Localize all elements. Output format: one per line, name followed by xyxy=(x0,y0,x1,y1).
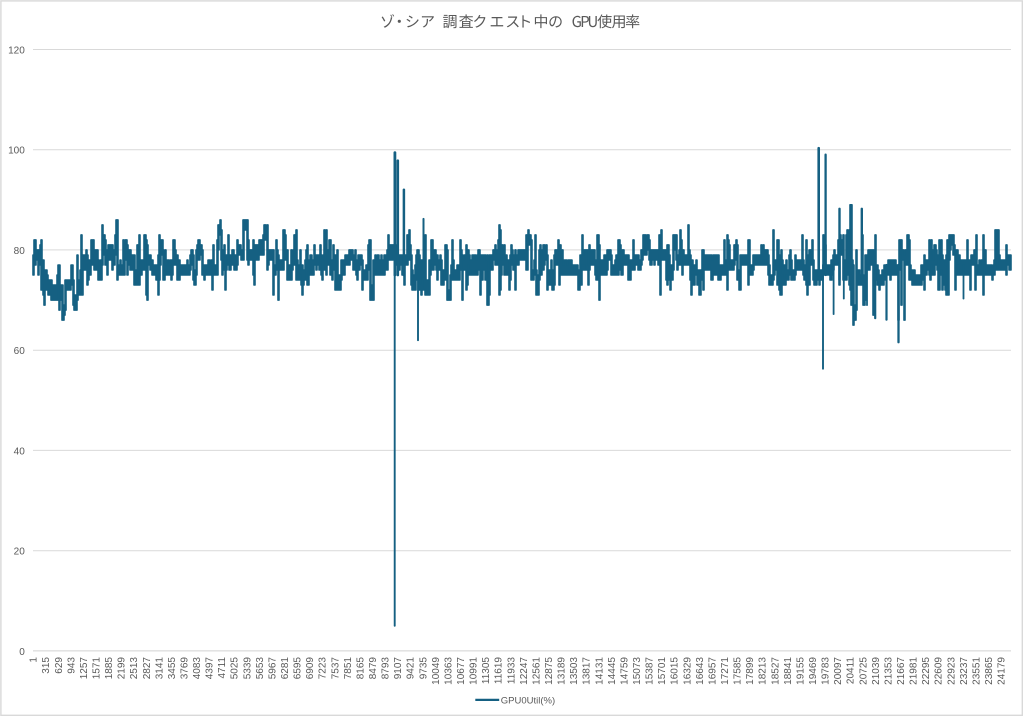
svg-text:9735: 9735 xyxy=(418,657,429,680)
svg-text:20411: 20411 xyxy=(846,657,857,685)
svg-text:1: 1 xyxy=(29,657,40,663)
svg-text:20097: 20097 xyxy=(833,657,844,685)
svg-text:1257: 1257 xyxy=(79,657,90,680)
svg-text:16957: 16957 xyxy=(707,657,718,685)
svg-text:2513: 2513 xyxy=(129,657,140,680)
svg-text:8165: 8165 xyxy=(356,657,367,680)
svg-text:24179: 24179 xyxy=(997,657,1008,685)
svg-text:15387: 15387 xyxy=(645,657,656,685)
svg-text:10049: 10049 xyxy=(431,657,442,685)
svg-text:5967: 5967 xyxy=(268,657,279,680)
svg-text:629: 629 xyxy=(54,657,65,674)
svg-text:7537: 7537 xyxy=(330,657,341,680)
svg-text:9107: 9107 xyxy=(393,657,404,680)
svg-text:12875: 12875 xyxy=(544,657,555,685)
svg-text:5339: 5339 xyxy=(242,657,253,680)
svg-text:1885: 1885 xyxy=(104,657,115,680)
svg-text:2827: 2827 xyxy=(142,657,153,680)
svg-text:23865: 23865 xyxy=(984,657,995,685)
svg-text:5025: 5025 xyxy=(230,657,241,680)
svg-text:17585: 17585 xyxy=(733,657,744,685)
svg-text:4397: 4397 xyxy=(205,657,216,680)
svg-text:3769: 3769 xyxy=(180,657,191,680)
svg-text:12561: 12561 xyxy=(531,657,542,685)
svg-text:80: 80 xyxy=(14,246,26,257)
svg-text:13503: 13503 xyxy=(569,657,580,685)
svg-text:6595: 6595 xyxy=(293,657,304,680)
svg-text:20725: 20725 xyxy=(858,657,869,685)
svg-text:22295: 22295 xyxy=(921,657,932,685)
svg-text:1571: 1571 xyxy=(92,657,103,680)
svg-text:16329: 16329 xyxy=(682,657,693,685)
svg-text:21353: 21353 xyxy=(883,657,894,685)
svg-text:13189: 13189 xyxy=(557,657,568,685)
svg-text:5653: 5653 xyxy=(255,657,266,680)
svg-text:22923: 22923 xyxy=(946,657,957,685)
svg-text:18527: 18527 xyxy=(770,657,781,685)
svg-text:14445: 14445 xyxy=(607,657,618,685)
svg-text:21981: 21981 xyxy=(909,657,920,685)
svg-text:15073: 15073 xyxy=(632,657,643,685)
svg-text:18841: 18841 xyxy=(783,657,794,685)
svg-text:18213: 18213 xyxy=(758,657,769,685)
svg-text:100: 100 xyxy=(8,146,25,157)
svg-text:7223: 7223 xyxy=(318,657,329,680)
svg-text:4083: 4083 xyxy=(192,657,203,680)
svg-text:14759: 14759 xyxy=(619,657,630,685)
svg-text:21667: 21667 xyxy=(896,657,907,685)
svg-text:40: 40 xyxy=(14,446,26,457)
svg-text:3141: 3141 xyxy=(154,657,165,680)
svg-text:10363: 10363 xyxy=(443,657,454,685)
svg-text:4711: 4711 xyxy=(217,657,228,679)
svg-text:11305: 11305 xyxy=(481,657,492,685)
svg-text:GPU0Util(%): GPU0Util(%) xyxy=(501,695,555,706)
svg-text:19155: 19155 xyxy=(795,657,806,685)
svg-text:2199: 2199 xyxy=(117,657,128,680)
svg-text:10991: 10991 xyxy=(469,657,480,685)
svg-text:19783: 19783 xyxy=(821,657,832,685)
svg-text:17899: 17899 xyxy=(745,657,756,685)
svg-text:7851: 7851 xyxy=(343,657,354,680)
svg-text:6909: 6909 xyxy=(305,657,316,680)
svg-text:0: 0 xyxy=(19,647,25,658)
svg-text:16015: 16015 xyxy=(670,657,681,685)
svg-text:6281: 6281 xyxy=(280,657,291,680)
svg-text:20: 20 xyxy=(14,547,26,558)
svg-text:315: 315 xyxy=(41,657,52,674)
svg-text:11619: 11619 xyxy=(494,657,505,685)
svg-text:15701: 15701 xyxy=(657,657,668,685)
svg-text:9421: 9421 xyxy=(406,657,417,680)
svg-text:60: 60 xyxy=(14,346,26,357)
svg-text:8793: 8793 xyxy=(381,657,392,680)
svg-text:14131: 14131 xyxy=(594,657,605,685)
svg-text:120: 120 xyxy=(8,46,25,57)
svg-text:23237: 23237 xyxy=(959,657,970,685)
svg-text:10677: 10677 xyxy=(456,657,467,685)
svg-text:943: 943 xyxy=(66,657,77,674)
svg-text:19469: 19469 xyxy=(808,657,819,685)
svg-text:11933: 11933 xyxy=(506,657,517,685)
svg-text:12247: 12247 xyxy=(519,657,530,685)
svg-text:16643: 16643 xyxy=(695,657,706,685)
svg-text:21039: 21039 xyxy=(871,657,882,685)
svg-text:8479: 8479 xyxy=(368,657,379,680)
svg-text:22609: 22609 xyxy=(934,657,945,685)
svg-text:13817: 13817 xyxy=(582,657,593,685)
svg-text:23551: 23551 xyxy=(971,657,982,685)
svg-text:17271: 17271 xyxy=(720,657,731,685)
svg-text:3455: 3455 xyxy=(167,657,178,680)
